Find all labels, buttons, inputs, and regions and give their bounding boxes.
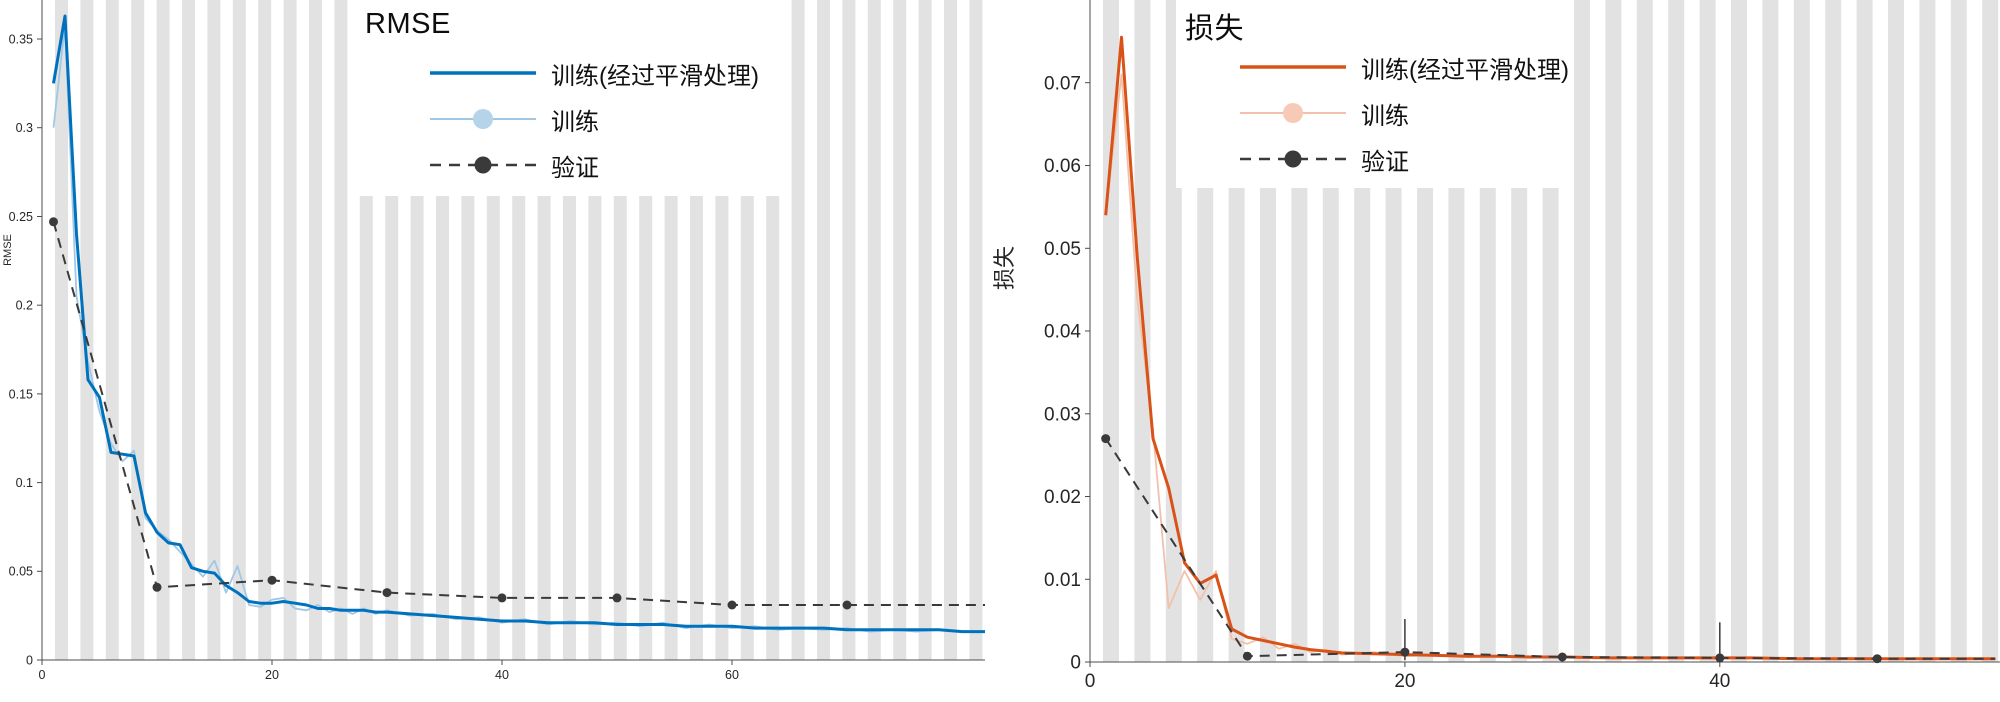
loss-chart-title: 损失 <box>1185 13 1245 45</box>
smoothed-line-icon <box>430 71 536 75</box>
svg-text:60: 60 <box>725 668 739 682</box>
legend-label-smoothed-training: 训练(经过平滑处理) <box>1361 56 1569 84</box>
validation-marker <box>1242 651 1252 661</box>
rmse-legend-entries: 训练(经过平滑处理) 训练 验证 <box>352 0 782 188</box>
validation-marker <box>497 593 507 603</box>
svg-text:0.3: 0.3 <box>16 121 33 135</box>
y-tick-labels: 0 0.05 0.1 0.15 0.2 0.25 0.3 0.35 <box>9 32 33 667</box>
validation-marker <box>612 593 622 603</box>
validation-marker <box>1715 653 1725 663</box>
loss-legend: 训练(经过平滑处理) 训练 验证 <box>1176 0 1574 188</box>
validation-marker <box>842 600 852 610</box>
validation-marker <box>49 217 58 227</box>
legend-entry-smoothed-training: 训练(经过平滑处理) <box>1238 44 1574 90</box>
validation-marker <box>1400 647 1410 657</box>
svg-text:0.25: 0.25 <box>9 210 33 224</box>
svg-text:0.01: 0.01 <box>1044 570 1081 591</box>
legend-entry-validation: 验证 <box>1238 136 1574 182</box>
svg-text:20: 20 <box>1394 671 1415 692</box>
validation-marker <box>1101 434 1111 444</box>
legend-entry-training: 训练 <box>428 96 782 142</box>
rmse-chart-panel: 0 0.05 0.1 0.15 0.2 0.25 0.3 0.35 0 20 40 60 RMSE 训练… <box>0 0 988 702</box>
svg-text:0: 0 <box>39 668 46 682</box>
svg-text:0.04: 0.04 <box>1044 322 1081 343</box>
svg-text:0.35: 0.35 <box>9 32 33 46</box>
validation-marker <box>1872 654 1882 664</box>
svg-text:0.03: 0.03 <box>1044 404 1081 425</box>
training-smoothed-line <box>52 14 985 634</box>
legend-entry-training: 训练 <box>1238 90 1574 136</box>
validation-marker <box>1557 652 1567 662</box>
axes <box>1085 0 2000 667</box>
legend-label-training: 训练 <box>1361 102 1409 130</box>
legend-entry-smoothed-training: 训练(经过平滑处理) <box>428 50 782 96</box>
validation-marker <box>152 582 162 592</box>
svg-text:0: 0 <box>1085 671 1096 692</box>
legend-label-validation: 验证 <box>551 154 599 182</box>
legend-label-validation: 验证 <box>1361 148 1409 176</box>
svg-text:0.1: 0.1 <box>16 476 33 490</box>
x-tick-labels: 0 20 40 <box>1085 671 1731 692</box>
validation-marker <box>382 588 392 598</box>
svg-text:40: 40 <box>495 668 509 682</box>
legend-label-training: 训练 <box>551 108 599 136</box>
y-tick-labels: 0 0.01 0.02 0.03 0.04 0.05 0.06 0.07 <box>1044 73 1081 673</box>
svg-text:0.06: 0.06 <box>1044 156 1081 177</box>
training-line-icon <box>1240 103 1346 123</box>
rmse-legend: 训练(经过平滑处理) 训练 验证 <box>352 0 782 196</box>
svg-text:0.2: 0.2 <box>16 299 33 313</box>
validation-line-icon <box>1240 150 1346 168</box>
axes <box>37 0 985 665</box>
svg-text:0.15: 0.15 <box>9 387 33 401</box>
rmse-chart-title: RMSE <box>365 8 451 40</box>
svg-text:20: 20 <box>265 668 279 682</box>
svg-text:0.07: 0.07 <box>1044 73 1081 94</box>
y-axis-label: RMSE <box>2 234 14 266</box>
svg-text:0.05: 0.05 <box>1044 239 1081 260</box>
svg-text:40: 40 <box>1709 671 1730 692</box>
validation-marker <box>267 575 277 585</box>
smoothed-line-icon <box>1240 65 1346 69</box>
y-axis-label: 损失 <box>992 246 1017 290</box>
svg-text:0.05: 0.05 <box>9 565 33 579</box>
legend-entry-validation: 验证 <box>428 142 782 188</box>
x-tick-labels: 0 20 40 60 <box>39 668 739 682</box>
validation-marker <box>727 600 737 610</box>
loss-legend-entries: 训练(经过平滑处理) 训练 验证 <box>1176 0 1574 182</box>
svg-text:0: 0 <box>1070 653 1081 674</box>
legend-label-smoothed-training: 训练(经过平滑处理) <box>551 62 759 90</box>
loss-chart-panel: 0 0.01 0.02 0.03 0.04 0.05 0.06 0.07 0 20 40 损失 训练(… <box>988 0 2000 702</box>
validation-line-icon <box>430 156 536 174</box>
training-line-icon <box>430 109 536 129</box>
svg-text:0: 0 <box>26 653 33 667</box>
svg-text:0.02: 0.02 <box>1044 487 1081 508</box>
